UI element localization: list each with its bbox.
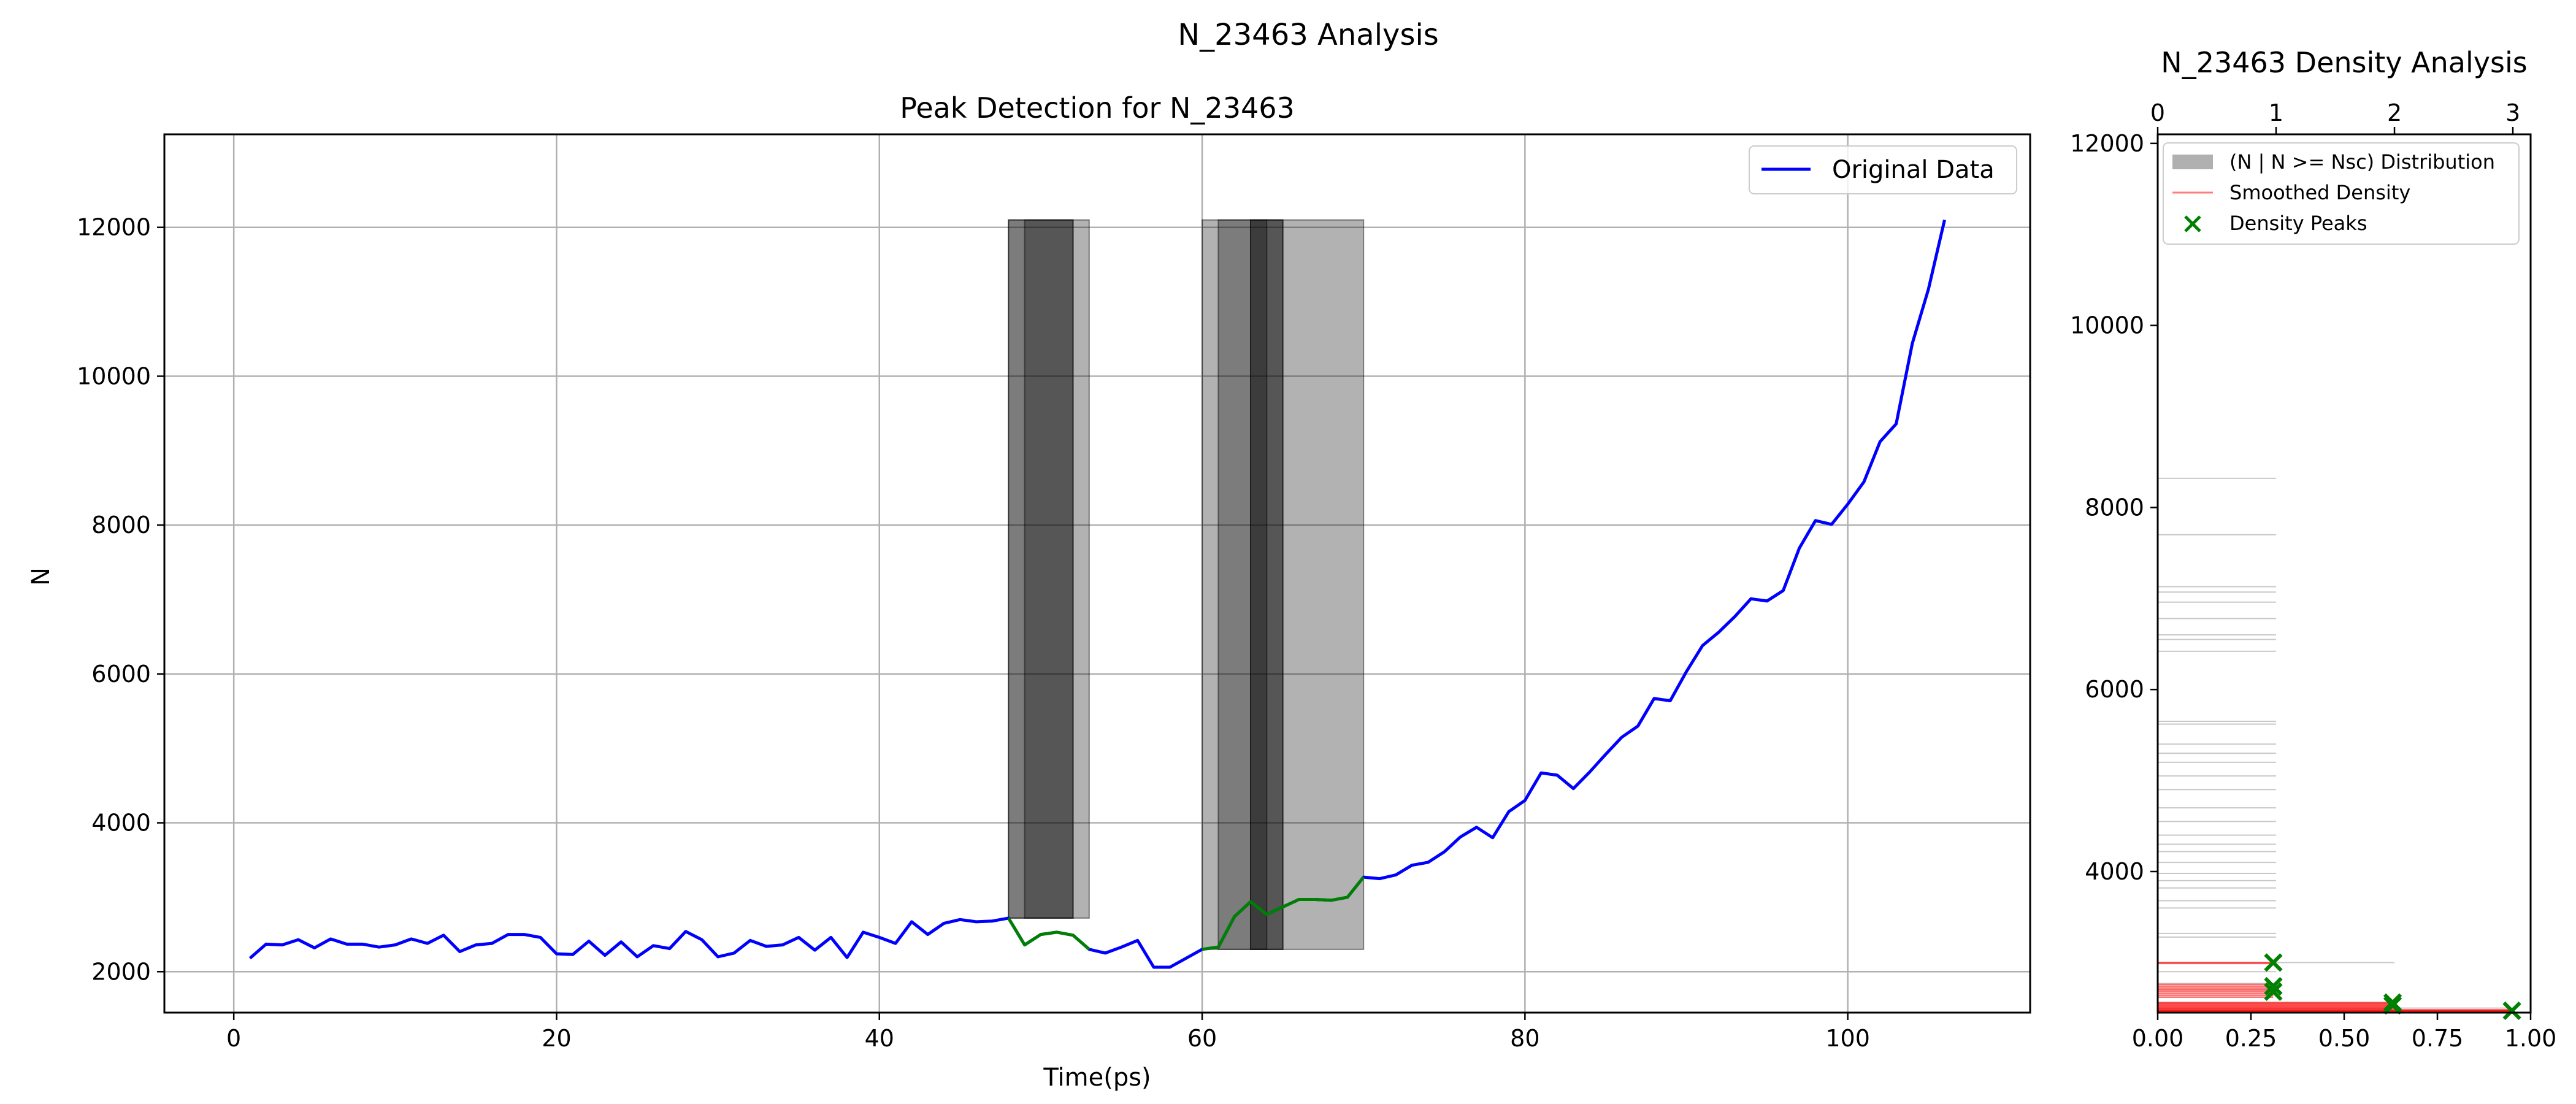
density-chart-title: N_23463 Density Analysis <box>2161 46 2527 79</box>
peak-detection-axes: Peak Detection for N_23463 Time(ps) N 0 2… <box>27 91 2031 1092</box>
density-top-tick-label: 0 <box>2150 99 2165 126</box>
main-legend-box <box>1749 145 2017 194</box>
shaded-region <box>1008 219 1090 919</box>
density-y-tick-label: 10000 <box>2070 312 2144 339</box>
peak-highlight-line <box>1202 876 1365 951</box>
main-axes-frame <box>163 133 2031 1014</box>
density-y-tick-label: 4000 <box>2085 858 2144 885</box>
main-y-tick-label: 10000 <box>77 362 151 389</box>
density-peak-marker <box>2502 1001 2521 1021</box>
main-x-tick-label: 0 <box>226 1025 241 1052</box>
shaded-region <box>1202 219 1365 950</box>
density-top-tick-label: 3 <box>2505 99 2520 126</box>
shaded-region <box>1249 219 1268 950</box>
shaded-region <box>1024 219 1074 919</box>
main-x-tick-label: 100 <box>1825 1025 1870 1052</box>
main-chart-title: Peak Detection for N_23463 <box>900 91 1295 125</box>
density-legend: (N | N >= Nsc) Distribution Smoothed Den… <box>2163 142 2520 245</box>
main-x-tick-label: 20 <box>542 1025 571 1052</box>
main-y-tick-label: 8000 <box>91 512 151 539</box>
main-y-tick-label: 2000 <box>91 958 151 985</box>
legend-distribution-label: (N | N >= Nsc) Distribution <box>2229 150 2495 174</box>
density-x-tick-label: 0.00 <box>2132 1025 2184 1052</box>
main-y-tick-label: 4000 <box>91 810 151 837</box>
main-x-tick-label: 40 <box>865 1025 894 1052</box>
density-y-tick-label: 6000 <box>2085 676 2144 703</box>
density-peak-marker <box>2264 976 2283 996</box>
density-top-tick-label: 1 <box>2269 99 2283 126</box>
figure-suptitle: N_23463 Analysis <box>1178 18 1439 52</box>
density-x-tick-label: 0.50 <box>2318 1025 2371 1052</box>
density-x-tick-label: 0.25 <box>2225 1025 2277 1052</box>
density-peak-marker <box>2264 982 2283 1001</box>
main-series-lines <box>248 220 1946 969</box>
density-y-tick-label: 12000 <box>2070 130 2144 157</box>
density-ticks: 0.00 0.25 0.50 0.75 1.00 0 1 2 3 4000 6000 8000 1000… <box>2070 99 2556 1052</box>
density-peak-markers <box>2264 953 2521 1021</box>
density-histogram-bars <box>2158 477 2513 1009</box>
series-original-data-line <box>248 220 1946 969</box>
density-y-tick-label: 8000 <box>2085 494 2144 521</box>
shaded-region <box>1008 219 1074 919</box>
legend-original-data-label: Original Data <box>1832 156 1995 184</box>
density-analysis-axes: N_23463 Density Analysis 0.00 0.25 0.50 0.7… <box>2070 46 2556 1052</box>
legend-smoothed-density-label: Smoothed Density <box>2229 181 2410 204</box>
density-legend-box <box>2163 142 2520 245</box>
main-x-axis-label: Time(ps) <box>1043 1064 1151 1092</box>
main-shaded-regions <box>1008 219 1365 950</box>
density-axes-frame <box>2156 133 2532 1014</box>
main-x-tick-label: 60 <box>1187 1025 1217 1052</box>
density-top-tick-label: 2 <box>2387 99 2402 126</box>
main-y-tick-label: 12000 <box>77 214 151 241</box>
peak-highlight-line <box>1007 917 1091 951</box>
main-grid <box>164 134 2030 1013</box>
main-ticks: 0 20 40 60 80 100 2000 4000 6000 8000 10000 12000 <box>77 214 1870 1052</box>
density-peak-marker <box>2383 996 2402 1015</box>
main-legend: Original Data <box>1749 145 2017 194</box>
legend-distribution-swatch <box>2172 155 2213 169</box>
shaded-region <box>1217 219 1284 950</box>
density-peak-marker <box>2264 953 2283 972</box>
main-y-axis-label: N <box>27 567 55 586</box>
density-x-tick-label: 1.00 <box>2505 1025 2557 1052</box>
legend-density-peaks-marker <box>2184 215 2201 232</box>
density-x-tick-label: 0.75 <box>2412 1025 2464 1052</box>
main-x-tick-label: 80 <box>1510 1025 1539 1052</box>
legend-density-peaks-label: Density Peaks <box>2229 212 2367 235</box>
density-peak-marker <box>2383 993 2402 1012</box>
main-y-tick-label: 6000 <box>91 661 151 688</box>
shaded-region <box>1249 219 1284 950</box>
